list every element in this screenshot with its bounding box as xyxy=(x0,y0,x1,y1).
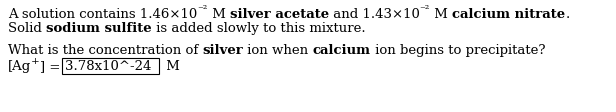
Text: A solution contains 1.46×10: A solution contains 1.46×10 xyxy=(8,8,197,21)
Text: silver: silver xyxy=(203,44,243,56)
Text: calcium nitrate: calcium nitrate xyxy=(452,8,565,21)
Text: and 1.43×10: and 1.43×10 xyxy=(329,8,419,21)
Text: Solid: Solid xyxy=(8,22,46,35)
Text: ion begins to precipitate?: ion begins to precipitate? xyxy=(371,44,545,56)
Text: ] =: ] = xyxy=(40,59,60,72)
Text: calcium: calcium xyxy=(313,44,371,56)
Text: +: + xyxy=(31,56,40,65)
Text: What is the concentration of: What is the concentration of xyxy=(8,44,203,56)
Text: M: M xyxy=(430,8,452,21)
Text: [Ag: [Ag xyxy=(8,59,31,72)
Text: 3.78x10^-24: 3.78x10^-24 xyxy=(65,59,152,72)
Text: is added slowly to this mixture.: is added slowly to this mixture. xyxy=(152,22,365,35)
Text: sodium sulfite: sodium sulfite xyxy=(46,22,152,35)
Text: ⁻²: ⁻² xyxy=(419,5,430,15)
Text: ion when: ion when xyxy=(243,44,313,56)
Text: .: . xyxy=(565,8,570,21)
Bar xyxy=(62,58,159,74)
Text: M: M xyxy=(208,8,230,21)
Text: ⁻²: ⁻² xyxy=(197,5,208,15)
Text: M: M xyxy=(162,59,180,72)
Text: silver acetate: silver acetate xyxy=(230,8,329,21)
